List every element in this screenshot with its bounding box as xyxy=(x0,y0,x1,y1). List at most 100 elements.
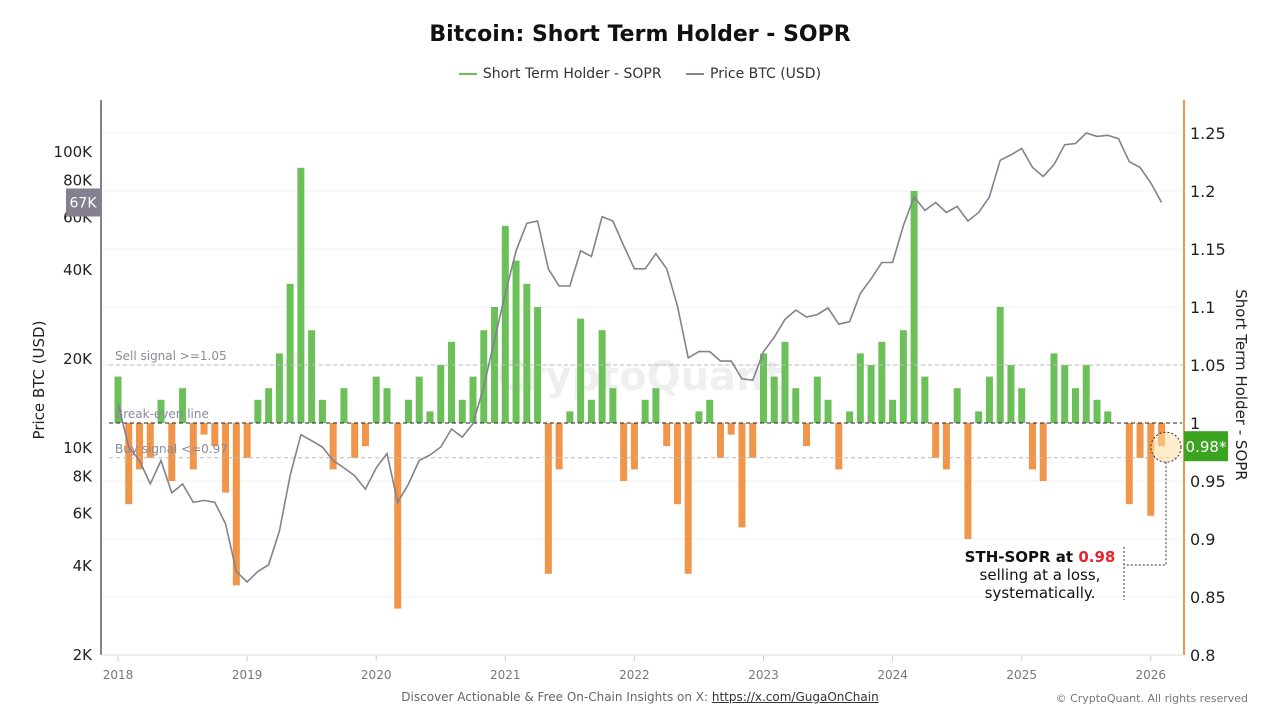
sopr-bar xyxy=(716,423,724,458)
sopr-bar xyxy=(1082,365,1090,423)
sopr-bar xyxy=(179,388,187,423)
sopr-bar xyxy=(1136,423,1144,458)
sopr-bar xyxy=(706,399,714,423)
left-axis-title: Price BTC (USD) xyxy=(30,321,48,440)
sopr-bar xyxy=(1071,388,1079,423)
sopr-bar xyxy=(329,423,337,470)
sopr-bar xyxy=(749,423,757,458)
sopr-bar xyxy=(835,423,843,470)
sopr-bar xyxy=(641,399,649,423)
sopr-bar xyxy=(1104,411,1112,423)
sopr-bar xyxy=(620,423,628,481)
sopr-bar xyxy=(501,225,509,423)
annotation-note: STH-SOPR at 0.98 selling at a loss, syste… xyxy=(964,548,1116,602)
x-tick-label: 2021 xyxy=(490,668,521,682)
sopr-bar xyxy=(480,330,488,423)
highlight-circle xyxy=(1150,431,1182,463)
sopr-bar xyxy=(846,411,854,423)
x-tick-label: 2025 xyxy=(1006,668,1037,682)
legend-label: Short Term Holder - SOPR xyxy=(482,66,662,82)
footer-link[interactable]: https://x.com/GugaOnChain xyxy=(711,690,879,704)
sopr-bar xyxy=(695,411,703,423)
legend-item-price[interactable]: Price BTC (USD) xyxy=(686,66,821,82)
current-price-badge xyxy=(66,188,101,217)
sopr-bar xyxy=(598,330,606,423)
sopr-bar xyxy=(286,283,294,423)
sopr-bar xyxy=(232,423,240,586)
sopr-bar xyxy=(200,423,208,435)
sopr-bar xyxy=(189,423,197,470)
sopr-bar xyxy=(275,353,283,423)
sopr-bar xyxy=(889,399,897,423)
footer: Discover Actionable & Free On-Chain Insi… xyxy=(401,690,879,704)
sopr-bar xyxy=(146,423,154,458)
sopr-bar xyxy=(1007,365,1015,423)
sopr-bar xyxy=(942,423,950,470)
sopr-bar xyxy=(921,376,929,423)
sopr-bar xyxy=(910,191,918,423)
x-tick-label: 2024 xyxy=(877,668,908,682)
sopr-bar xyxy=(1018,388,1026,423)
sopr-bar xyxy=(157,399,165,423)
sopr-bar xyxy=(566,411,574,423)
price-line xyxy=(117,132,1163,584)
sopr-bar xyxy=(1039,423,1047,481)
reference-label: Break-even line xyxy=(115,407,209,421)
sopr-bar xyxy=(383,388,391,423)
sopr-bar xyxy=(372,376,380,423)
sopr-bar xyxy=(308,330,316,423)
legend-label: Price BTC (USD) xyxy=(710,66,822,82)
sopr-bar xyxy=(469,376,477,423)
sopr-bar xyxy=(727,423,735,435)
sopr-bar xyxy=(652,388,660,423)
sopr-bar xyxy=(673,423,681,505)
current-sopr-badge xyxy=(1184,431,1228,462)
sopr-bar xyxy=(544,423,552,574)
sopr-bar xyxy=(577,318,585,423)
sopr-bar xyxy=(760,353,767,423)
sopr-bar xyxy=(1125,423,1133,505)
left-tick-label: 8K xyxy=(73,468,94,486)
sopr-bar xyxy=(609,388,617,423)
sopr-bar xyxy=(1061,365,1069,423)
right-tick-label: 1.15 xyxy=(1190,240,1226,259)
sopr-bar xyxy=(1093,399,1101,423)
sopr-bar xyxy=(899,330,907,423)
sopr-bar xyxy=(512,260,520,423)
legend-item-sopr[interactable]: Short Term Holder - SOPR xyxy=(458,66,662,82)
sopr-bar xyxy=(813,376,821,423)
left-tick-label: 4K xyxy=(73,557,94,575)
right-tick-label: 0.95 xyxy=(1190,472,1226,491)
sopr-bar xyxy=(351,423,359,458)
sopr-bar xyxy=(394,423,402,609)
right-tick-label: 0.8 xyxy=(1190,646,1215,665)
sopr-bar xyxy=(448,341,456,423)
sopr-bar xyxy=(792,388,800,423)
sopr-bar xyxy=(738,423,746,528)
sopr-bar xyxy=(523,283,531,423)
reference-label: Buy signal <=0.97 xyxy=(115,442,228,456)
sopr-bar xyxy=(125,423,133,505)
sopr-bar xyxy=(878,341,886,423)
x-tick-label: 2023 xyxy=(748,668,779,682)
x-tick-label: 2019 xyxy=(232,668,263,682)
legend: Short Term Holder - SOPR Price BTC (USD) xyxy=(0,63,1280,82)
right-tick-label: 0.85 xyxy=(1190,588,1226,607)
sopr-bar xyxy=(770,376,778,423)
left-tick-label: 80K xyxy=(63,172,93,190)
left-tick-label: 2K xyxy=(73,646,94,664)
sopr-bar xyxy=(932,423,940,458)
sopr-bar xyxy=(437,365,445,423)
sopr-bar xyxy=(803,423,811,447)
x-tick-label: 2026 xyxy=(1136,668,1167,682)
sopr-bar xyxy=(1147,423,1155,516)
chart-title: Bitcoin: Short Term Holder - SOPR xyxy=(429,22,851,47)
sopr-bar xyxy=(555,423,563,470)
current-price-label: 67K xyxy=(70,195,98,211)
right-tick-label: 1 xyxy=(1190,414,1200,433)
sopr-bar xyxy=(1028,423,1036,470)
sopr-bar xyxy=(953,388,961,423)
sopr-bar xyxy=(222,423,230,493)
sopr-bar xyxy=(630,423,638,470)
